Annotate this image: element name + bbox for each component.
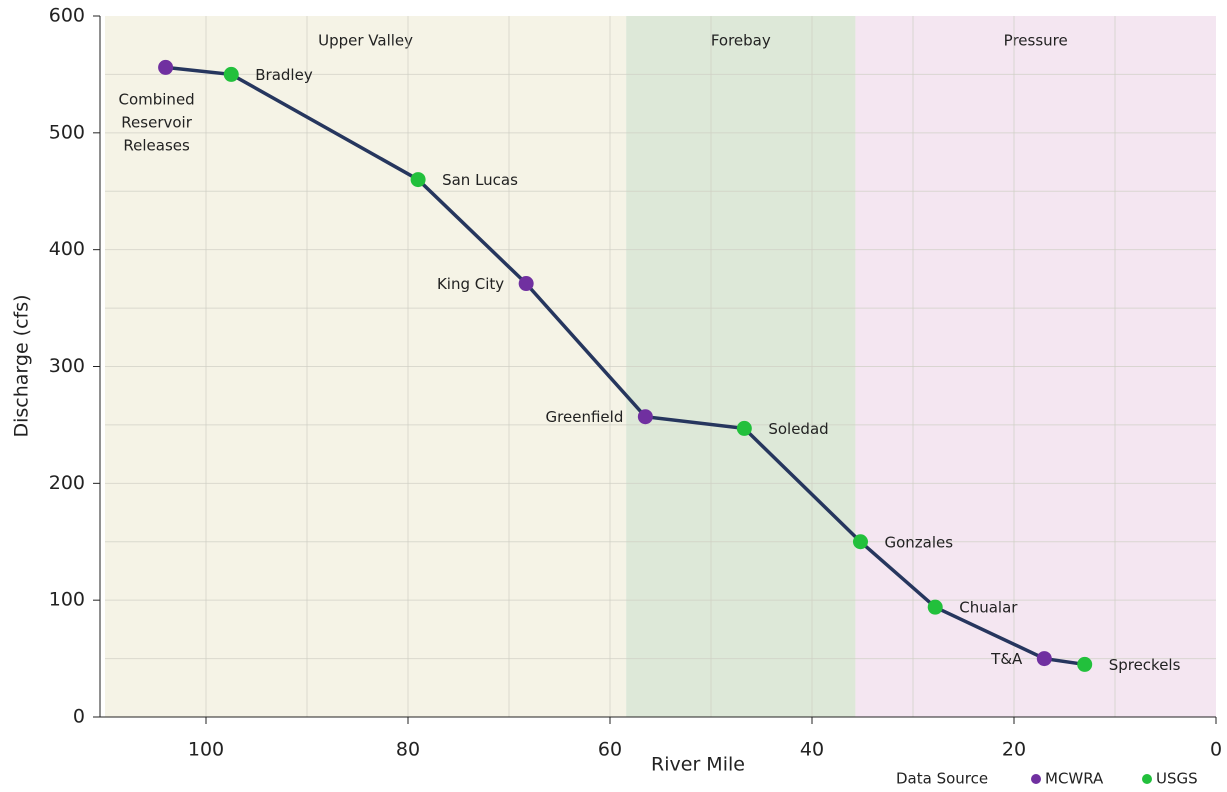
point-label: Gonzales	[884, 533, 953, 551]
legend-marker	[1031, 774, 1041, 784]
x-axis-title: River Mile	[651, 754, 745, 776]
y-axis-title: Discharge (cfs)	[11, 294, 33, 437]
x-tick-label: 100	[188, 739, 224, 761]
x-tick-label: 40	[800, 739, 824, 761]
legend-label: MCWRA	[1045, 770, 1104, 788]
point	[223, 66, 239, 82]
point	[410, 172, 426, 188]
point-label: Greenfield	[546, 408, 624, 426]
x-tick-label: 0	[1210, 739, 1222, 761]
point-label: San Lucas	[442, 171, 518, 189]
point	[158, 59, 174, 75]
y-tick-label: 400	[49, 238, 85, 260]
y-tick-label: 600	[49, 5, 85, 27]
x-tick-label: 20	[1002, 739, 1026, 761]
point	[1036, 651, 1052, 667]
point	[637, 409, 653, 425]
point-label: T&A	[990, 650, 1023, 668]
legend-label: USGS	[1156, 770, 1198, 788]
point	[852, 534, 868, 550]
region-label: Forebay	[711, 32, 771, 50]
point-label: King City	[437, 275, 504, 293]
y-tick-label: 500	[49, 121, 85, 143]
point-label: Soledad	[768, 420, 828, 438]
y-tick-label: 200	[49, 472, 85, 494]
point	[927, 599, 943, 615]
x-tick-label: 60	[598, 739, 622, 761]
point	[1077, 656, 1093, 672]
y-tick-label: 0	[73, 706, 85, 728]
point-label: Combined Reservoir Releases	[118, 90, 194, 154]
region-label: Upper Valley	[318, 32, 413, 50]
point	[518, 276, 534, 292]
y-tick-label: 100	[49, 589, 85, 611]
y-tick-label: 300	[49, 355, 85, 377]
line	[165, 65, 1085, 667]
region-label: Pressure	[1004, 32, 1068, 50]
x-tick-label: 80	[396, 739, 420, 761]
legend-marker	[1142, 774, 1152, 784]
point-label: Chualar	[959, 599, 1018, 617]
legend-title: Data Source	[896, 770, 988, 788]
point-label: Spreckels	[1109, 656, 1181, 674]
point-label: Bradley	[255, 66, 313, 84]
point	[736, 420, 752, 436]
